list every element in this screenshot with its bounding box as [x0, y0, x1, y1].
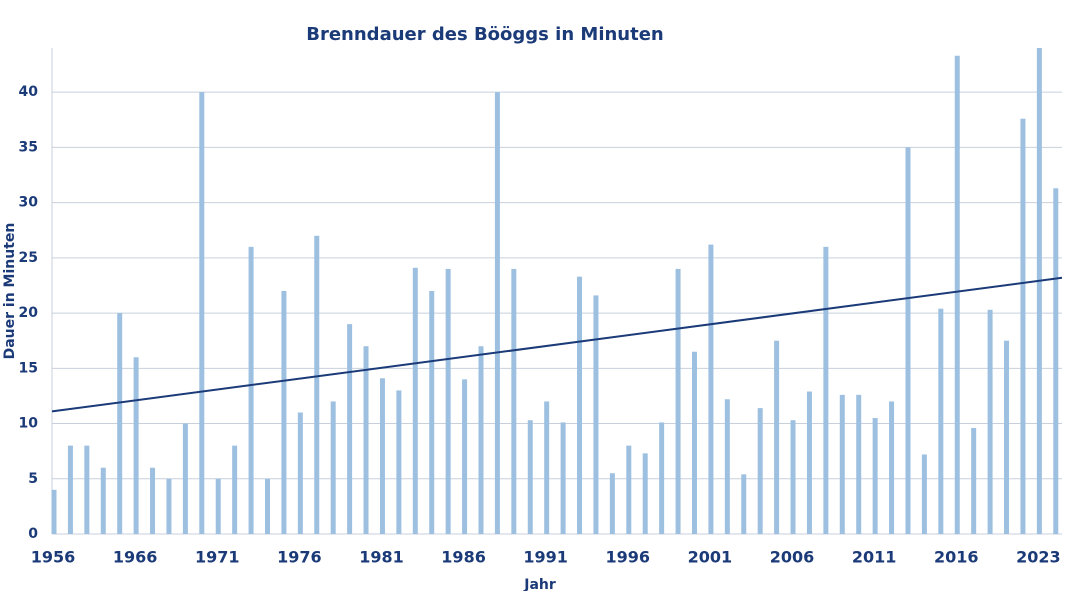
- bar: [1053, 188, 1059, 534]
- bar: [478, 346, 484, 534]
- bar: [67, 445, 73, 534]
- bar: [905, 147, 911, 534]
- x-tick-label: 2006: [770, 548, 815, 567]
- bar: [264, 478, 270, 534]
- trend-line: [51, 276, 1063, 413]
- x-axis-label: Jahr: [523, 577, 556, 591]
- bar: [790, 420, 796, 534]
- x-tick-label: 1971: [195, 548, 240, 567]
- bar: [872, 418, 878, 534]
- bar: [757, 408, 763, 534]
- bar: [642, 453, 648, 534]
- x-tick-label: 1956: [31, 548, 76, 567]
- bar: [330, 401, 336, 534]
- y-tick-label: 10: [19, 416, 39, 432]
- bar: [248, 246, 254, 534]
- bar: [347, 324, 353, 534]
- x-tick-label: 1966: [113, 548, 158, 567]
- bar: [1004, 340, 1010, 534]
- bar: [281, 291, 287, 534]
- bar: [593, 295, 599, 534]
- bar: [1036, 48, 1042, 534]
- bar: [741, 474, 747, 534]
- bar: [462, 379, 468, 534]
- bar: [626, 445, 632, 534]
- bar: [659, 422, 665, 534]
- bar: [232, 445, 238, 534]
- x-tick-label: 1991: [523, 548, 568, 567]
- bar: [379, 378, 385, 534]
- y-tick-label: 30: [19, 195, 39, 211]
- bar: [117, 313, 123, 534]
- bar: [691, 351, 697, 534]
- bar: [938, 308, 944, 534]
- y-tick-label: 15: [19, 360, 38, 376]
- bar: [150, 467, 156, 534]
- bar: [133, 357, 139, 534]
- y-tick-label: 25: [19, 250, 38, 266]
- x-tick-label: 1981: [359, 548, 404, 567]
- bar: [609, 473, 615, 534]
- x-tick-label: 2001: [688, 548, 733, 567]
- bar: [182, 423, 188, 534]
- bar: [412, 267, 418, 534]
- x-tick-label: 2016: [934, 548, 979, 567]
- bar: [921, 454, 927, 534]
- bar: [544, 401, 550, 534]
- bar: [511, 268, 517, 534]
- bar: [987, 309, 993, 534]
- x-tick-label: 1986: [441, 548, 486, 567]
- bar: [494, 92, 500, 534]
- bar: [675, 268, 681, 534]
- bar: [823, 246, 829, 534]
- bar: [954, 55, 960, 535]
- bar: [527, 420, 533, 534]
- bar: [577, 276, 583, 534]
- x-tick-label: 1976: [277, 548, 322, 567]
- bar: [856, 394, 862, 534]
- bar: [806, 391, 812, 534]
- chart-title: Brenndauer des Bööggs in Minuten: [306, 24, 664, 45]
- bar: [166, 478, 172, 534]
- bar: [889, 401, 895, 534]
- bar: [971, 427, 977, 534]
- bar: [445, 268, 451, 534]
- x-tick-label: 2023: [1016, 548, 1061, 567]
- x-tick-label: 1996: [606, 548, 651, 567]
- bar: [363, 346, 369, 534]
- bar: [297, 412, 303, 534]
- bar: [215, 478, 221, 534]
- y-tick-label: 40: [19, 84, 39, 100]
- x-tick-label: 2011: [852, 548, 897, 567]
- bar: [314, 235, 320, 535]
- bar: [774, 340, 780, 534]
- y-axis-label: Dauer in Minuten: [2, 223, 18, 360]
- bar: [100, 467, 106, 534]
- bar: [724, 399, 730, 534]
- bar: [51, 489, 57, 534]
- y-tick-label: 35: [19, 139, 38, 155]
- bar: [396, 390, 402, 534]
- bar: [839, 394, 845, 534]
- y-tick-label: 5: [28, 471, 38, 487]
- bar: [708, 244, 714, 535]
- bar: [199, 92, 205, 534]
- y-tick-label: 20: [19, 305, 39, 321]
- bar: [84, 445, 90, 534]
- bar: [560, 422, 566, 534]
- bar: [429, 291, 435, 534]
- y-tick-label: 0: [28, 526, 38, 542]
- bar: [1020, 118, 1026, 534]
